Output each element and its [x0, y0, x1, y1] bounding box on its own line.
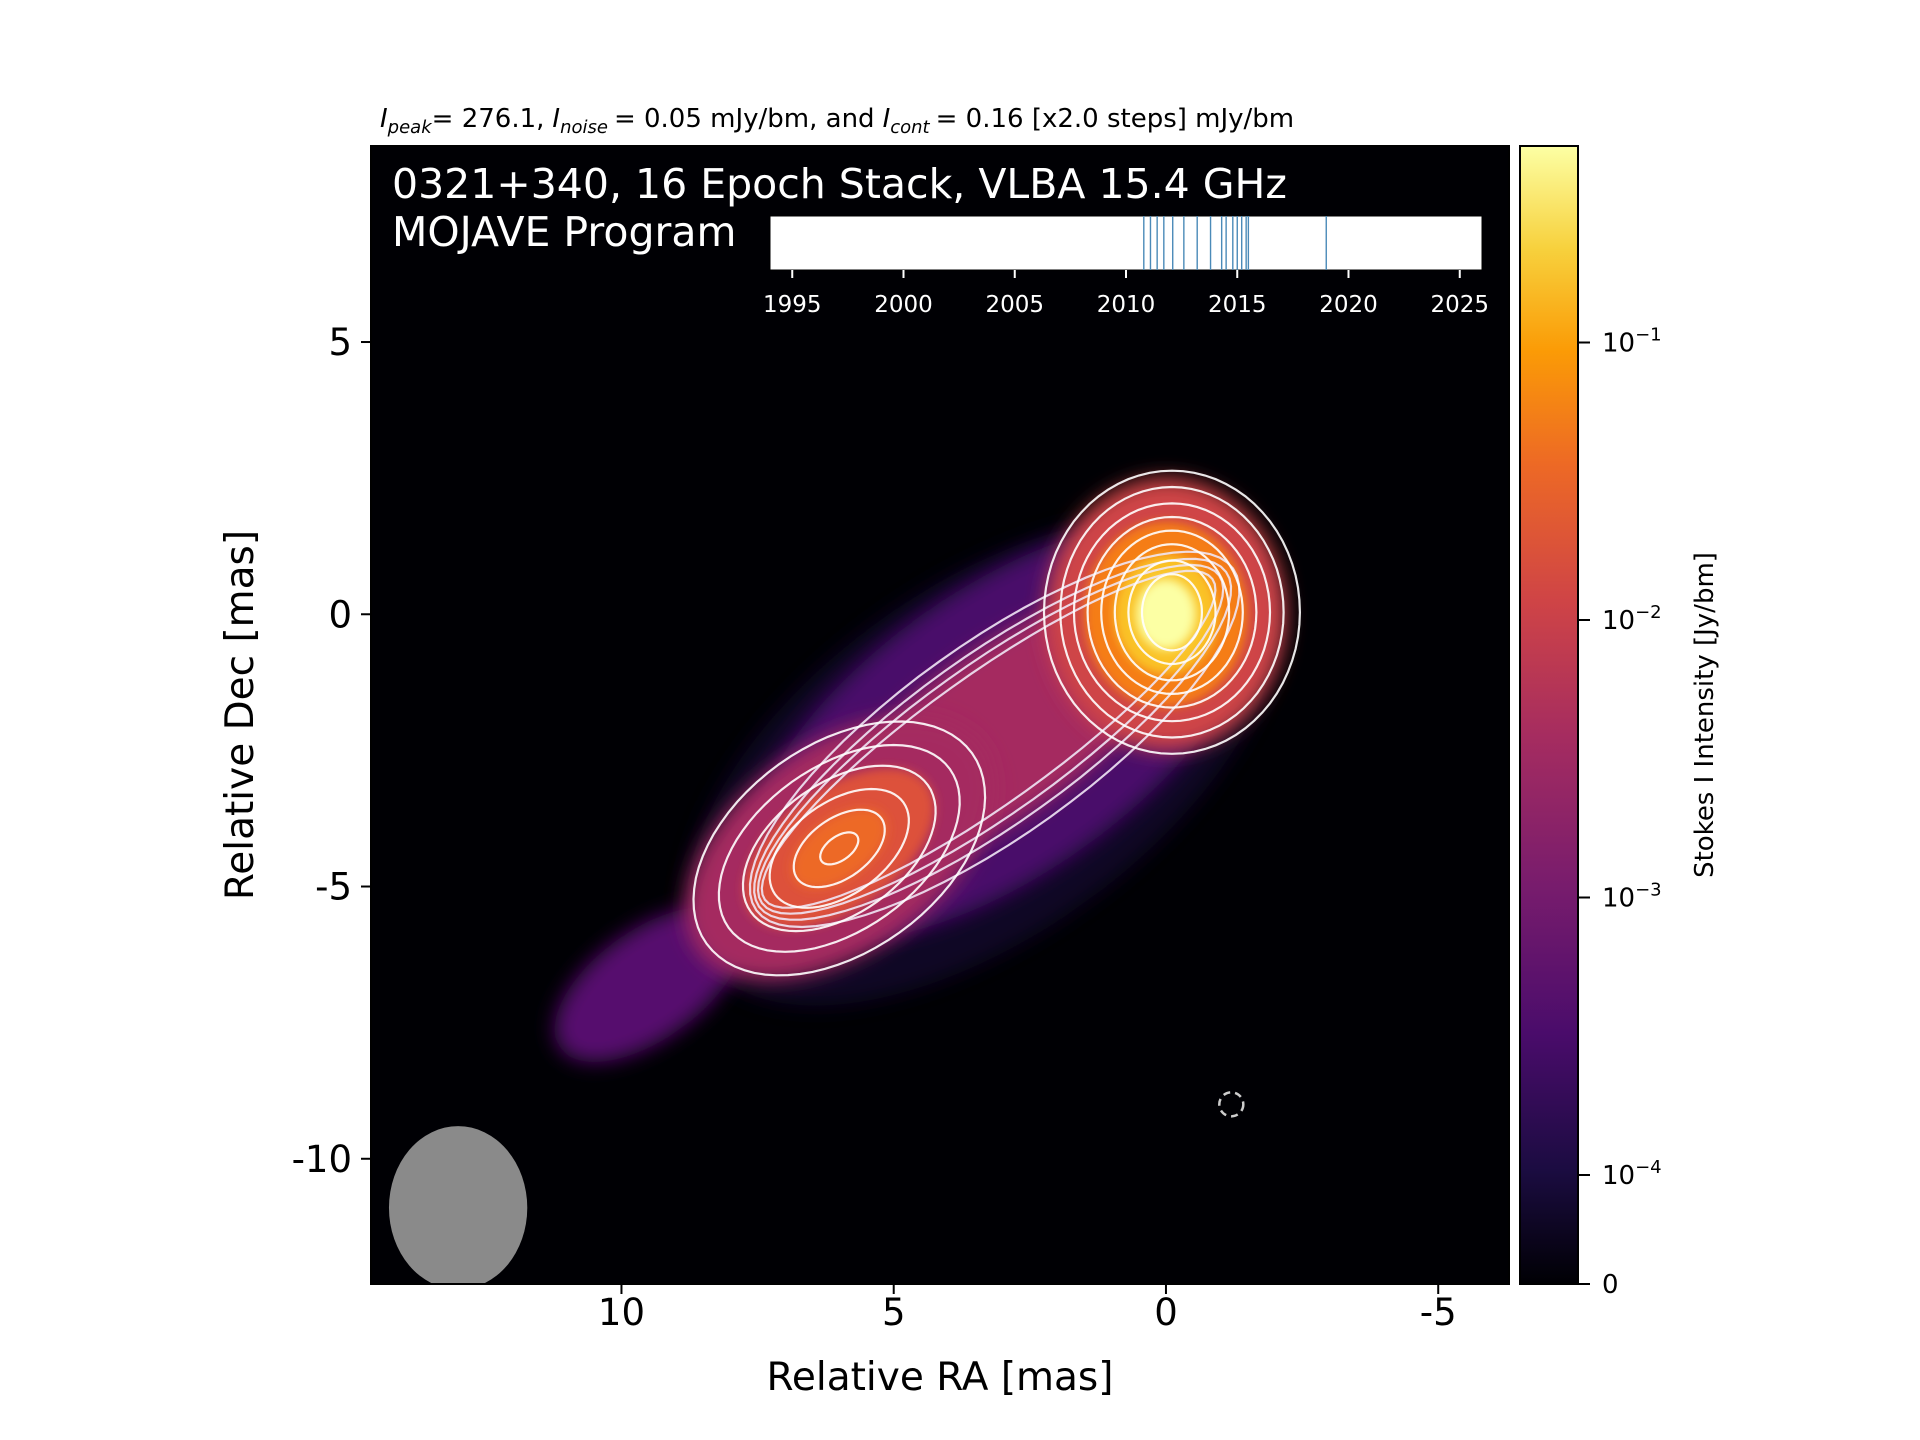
- timeline-tick-label: 2015: [1208, 292, 1267, 318]
- contour-knot: [692, 720, 987, 977]
- plot-frame: [370, 145, 1510, 1285]
- x-tick-label: 0: [1154, 1291, 1178, 1334]
- timeline-box: [769, 215, 1483, 271]
- peak-subscript: peak: [387, 117, 434, 138]
- timeline-tick-label: 1995: [763, 292, 822, 318]
- contour-core: [1072, 502, 1272, 723]
- position-marker: [1218, 1091, 1245, 1118]
- axes: 10 5 0 -5 5 0 -5 -10: [292, 321, 1457, 1334]
- contour-lines: [692, 469, 1302, 977]
- contour-knot: [768, 787, 910, 909]
- y-axis-label: Relative Dec [mas]: [218, 530, 263, 900]
- colorbar-ticks: 10−1 10−2 10−3 10−4 0: [1578, 325, 1662, 1300]
- noise-symbol: I: [552, 104, 560, 134]
- timeline-tick-label: 2010: [1097, 292, 1156, 318]
- x-tick-label: 10: [598, 1291, 645, 1334]
- x-tick-label: -5: [1420, 1291, 1457, 1334]
- contour-outer: [753, 557, 1233, 921]
- map-title-line2: MOJAVE Program: [392, 208, 736, 256]
- colorbar: [1519, 145, 1579, 1285]
- contour-core: [1113, 543, 1231, 682]
- noise-value: = 0.05 mJy/bm, and: [614, 104, 875, 134]
- timeline-tick-label: 2005: [985, 292, 1044, 318]
- x-tick-label: 5: [882, 1291, 906, 1334]
- contour-knot: [741, 764, 937, 933]
- cont-value: = 0.16 [x2.0 steps] mJy/bm: [936, 104, 1295, 134]
- contour-outer: [760, 569, 1217, 909]
- beam-ellipse: [388, 1126, 528, 1284]
- y-tick-label: 0: [328, 593, 352, 636]
- colorbar-tick-label: 10−4: [1602, 1157, 1662, 1191]
- contour-core: [1140, 573, 1204, 652]
- colorbar-label: Stokes I Intensity [Jy/bm]: [1690, 552, 1720, 878]
- header-line: Ipeak= 276.1, Inoise = 0.05 mJy/bm, and Ico…: [380, 104, 1294, 138]
- contour-knot: [717, 743, 961, 953]
- cont-symbol: I: [883, 104, 891, 134]
- contour-outer: [748, 550, 1241, 929]
- timeline-tick-label: 2000: [874, 292, 933, 318]
- contour-core: [1059, 485, 1285, 739]
- contour-core: [1100, 529, 1244, 696]
- colorbar-tick-label: 10−1: [1602, 325, 1662, 359]
- colorbar-tick-label: 10−2: [1602, 602, 1662, 636]
- knot-peak: [791, 808, 887, 889]
- contour-core: [1086, 515, 1258, 709]
- cont-subscript: cont: [890, 117, 930, 138]
- timeline-tick-label: 2025: [1430, 292, 1489, 318]
- contour-knot: [819, 831, 860, 866]
- colorbar-tick-label: 0: [1602, 1270, 1619, 1300]
- colorbar-tick-label: 10−3: [1602, 880, 1662, 914]
- peak-value: = 276.1,: [432, 104, 545, 134]
- core-peak: [1136, 578, 1196, 650]
- noise-subscript: noise: [560, 117, 608, 138]
- x-axis-label: Relative RA [mas]: [767, 1355, 1114, 1400]
- map-title-line1: 0321+340, 16 Epoch Stack, VLBA 15.4 GHz: [392, 160, 1287, 208]
- y-tick-label: -10: [292, 1138, 352, 1181]
- epoch-timeline: 1995 2000 2005 2010 2015 2020 2025: [763, 215, 1489, 318]
- peak-symbol: I: [380, 104, 388, 134]
- contour-core: [1127, 559, 1217, 666]
- y-tick-label: 5: [328, 321, 352, 364]
- overlay-markers: [388, 1091, 1245, 1284]
- contour-knot: [792, 808, 886, 889]
- timeline-tick-label: 2020: [1319, 292, 1378, 318]
- y-tick-label: -5: [315, 866, 352, 909]
- contour-core: [1042, 469, 1302, 755]
